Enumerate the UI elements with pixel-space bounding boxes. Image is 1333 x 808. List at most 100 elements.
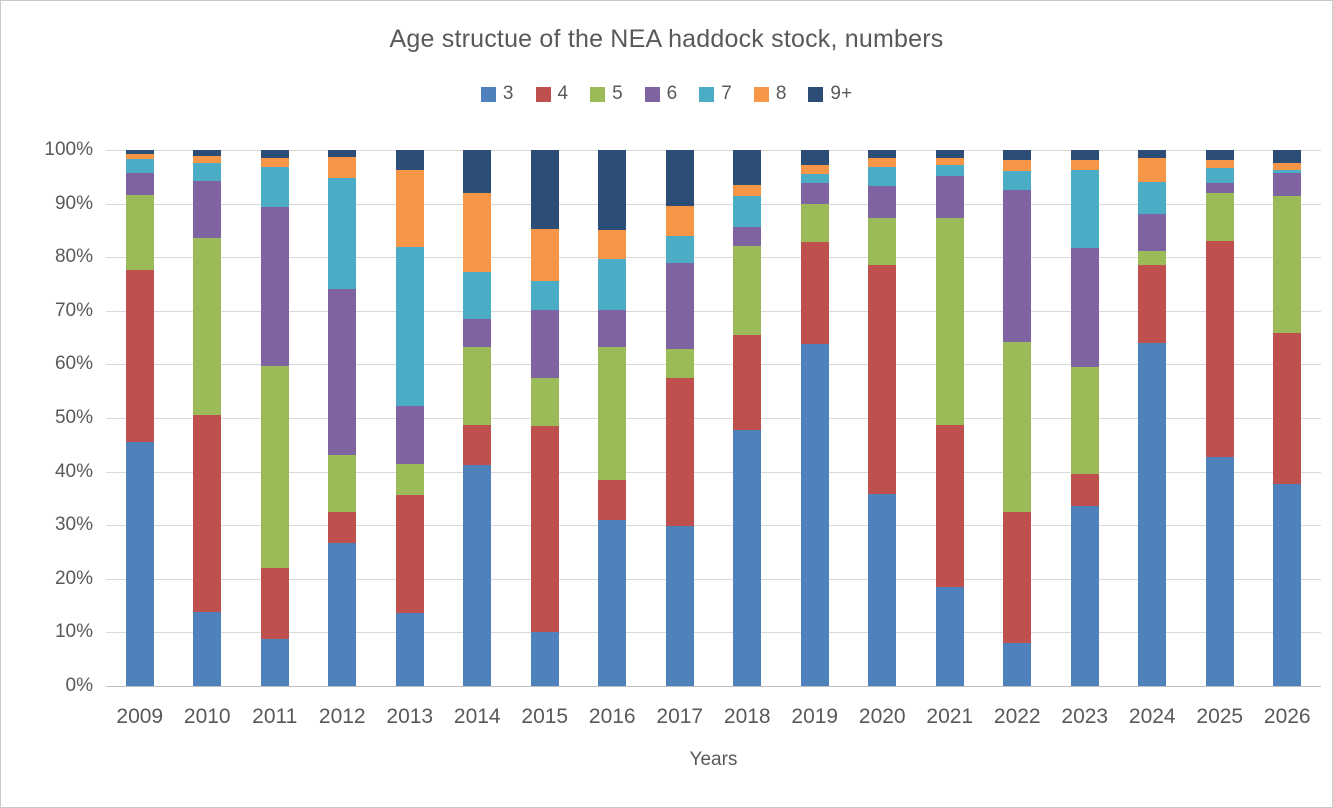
- bar-segment-age-3: [530, 632, 559, 686]
- bar-segment-age-4: [260, 568, 289, 640]
- bar-segment-age-5: [935, 217, 964, 425]
- y-axis-tick-label: 20%: [54, 567, 93, 589]
- bar-segment-age-6: [1070, 247, 1099, 367]
- bar-segment-age-4: [800, 242, 829, 345]
- x-axis-tick-label: 2026: [1263, 705, 1311, 728]
- legend-item-age-4: 4: [535, 83, 568, 105]
- x-axis-tick-label: 2015: [521, 705, 569, 728]
- bar-segment-age-3: [665, 525, 694, 686]
- bar-segment-age-6: [125, 173, 154, 196]
- x-axis-tick-label: 2010: [183, 705, 231, 728]
- gridline: [106, 150, 1321, 151]
- bar-segment-age-8: [1003, 160, 1032, 172]
- bar-segment-age-4: [665, 378, 694, 526]
- legend-label: 6: [666, 83, 678, 104]
- x-axis-tick-label: 2020: [858, 705, 906, 728]
- x-axis-tick-label: 2018: [723, 705, 771, 728]
- x-axis-tick-label: 2014: [453, 705, 501, 728]
- x-axis-tick-label: 2025: [1196, 705, 1244, 728]
- bar-segment-age-7: [193, 162, 222, 182]
- legend-label: 5: [612, 83, 623, 104]
- bar-segment-age-7: [1003, 171, 1032, 191]
- bar-segment-age-3: [1003, 643, 1032, 686]
- y-axis-tick-label: 60%: [54, 353, 93, 375]
- stacked-bar-2011: [260, 150, 289, 686]
- stacked-bar-2025: [1205, 150, 1234, 686]
- legend-label: 3: [502, 83, 514, 104]
- x-axis-tick-label: 2012: [318, 705, 366, 728]
- bar-segment-age-8: [665, 205, 694, 237]
- bar-segment-age-4: [395, 495, 424, 614]
- legend-swatch-icon: [753, 86, 769, 102]
- bar-segment-age-9+: [260, 150, 289, 158]
- legend-label: 7: [721, 83, 732, 104]
- bar-segment-age-7: [665, 236, 694, 263]
- legend-swatch-icon: [808, 86, 824, 102]
- bar-segment-age-7: [530, 280, 559, 311]
- legend-swatch-icon: [480, 86, 496, 102]
- bar-segment-age-8: [800, 164, 829, 174]
- stacked-bar-2013: [395, 150, 424, 686]
- bar-segment-age-6: [1003, 190, 1032, 342]
- legend-item-age-6: 6: [644, 83, 678, 105]
- x-axis-tick-label: 2013: [386, 705, 434, 728]
- x-axis-tick-label: 2011: [252, 705, 298, 728]
- bar-segment-age-9+: [1070, 150, 1099, 161]
- y-axis-tick-label: 100%: [44, 139, 93, 160]
- bar-segment-age-7: [868, 166, 897, 187]
- gridline: [106, 418, 1321, 419]
- stacked-bar-2024: [1138, 150, 1167, 686]
- legend-swatch-icon: [644, 86, 660, 102]
- bar-segment-age-3: [1138, 342, 1167, 686]
- stacked-bar-2009: [125, 150, 154, 686]
- bar-segment-age-6: [1205, 183, 1234, 194]
- bar-segment-age-5: [598, 346, 627, 480]
- x-axis-tick-label: 2019: [791, 705, 839, 728]
- bar-segment-age-6: [1138, 214, 1167, 252]
- stacked-bar-2022: [1003, 150, 1032, 686]
- bar-segment-age-4: [1273, 332, 1302, 484]
- legend-item-age-8: 8: [753, 83, 786, 105]
- bar-segment-age-8: [463, 192, 492, 272]
- bar-segment-age-9+: [463, 150, 492, 193]
- gridline: [106, 471, 1321, 473]
- bar-segment-age-4: [193, 414, 222, 613]
- bar-segment-age-9+: [395, 150, 424, 170]
- legend-swatch-icon: [535, 86, 551, 102]
- bar-segment-age-4: [125, 270, 154, 442]
- bar-segment-age-9+: [1205, 150, 1234, 161]
- bar-segment-age-9+: [598, 150, 627, 231]
- bar-segment-age-3: [463, 464, 492, 686]
- bar-segment-age-8: [260, 157, 289, 167]
- gridline: [106, 578, 1321, 580]
- x-axis-tick-label: 2009: [116, 705, 164, 728]
- bar-segment-age-5: [193, 237, 222, 415]
- bar-segment-age-5: [1070, 366, 1099, 475]
- bar-segment-age-5: [463, 346, 492, 425]
- bar-segment-age-6: [260, 207, 289, 366]
- bar-segment-age-5: [1138, 251, 1167, 265]
- bar-segment-age-3: [868, 494, 897, 686]
- bar-segment-age-7: [1205, 168, 1234, 184]
- bar-segment-age-3: [395, 613, 424, 686]
- bar-segment-age-6: [328, 289, 357, 456]
- bar-segment-age-3: [1205, 456, 1234, 686]
- bar-segment-age-5: [868, 217, 897, 265]
- x-axis-tick-label: 2016: [588, 705, 636, 728]
- stacked-bar-2018: [733, 150, 762, 686]
- bar-segment-age-3: [800, 344, 829, 686]
- chart-legend: 3 4 5 6 7 8 9+: [1, 83, 1332, 105]
- bar-segment-age-5: [1273, 196, 1302, 333]
- y-axis-tick-label: 70%: [54, 299, 93, 321]
- bar-segment-age-6: [665, 262, 694, 349]
- bar-segment-age-3: [935, 587, 964, 686]
- bar-segment-age-8: [868, 158, 897, 167]
- stacked-bar-2015: [530, 150, 559, 686]
- stacked-bar-2012: [328, 150, 357, 686]
- gridline: [106, 632, 1321, 634]
- bar-segment-age-7: [125, 159, 154, 174]
- bar-segment-age-4: [1205, 241, 1234, 457]
- bar-segment-age-6: [463, 319, 492, 347]
- bar-segment-age-3: [1273, 483, 1302, 686]
